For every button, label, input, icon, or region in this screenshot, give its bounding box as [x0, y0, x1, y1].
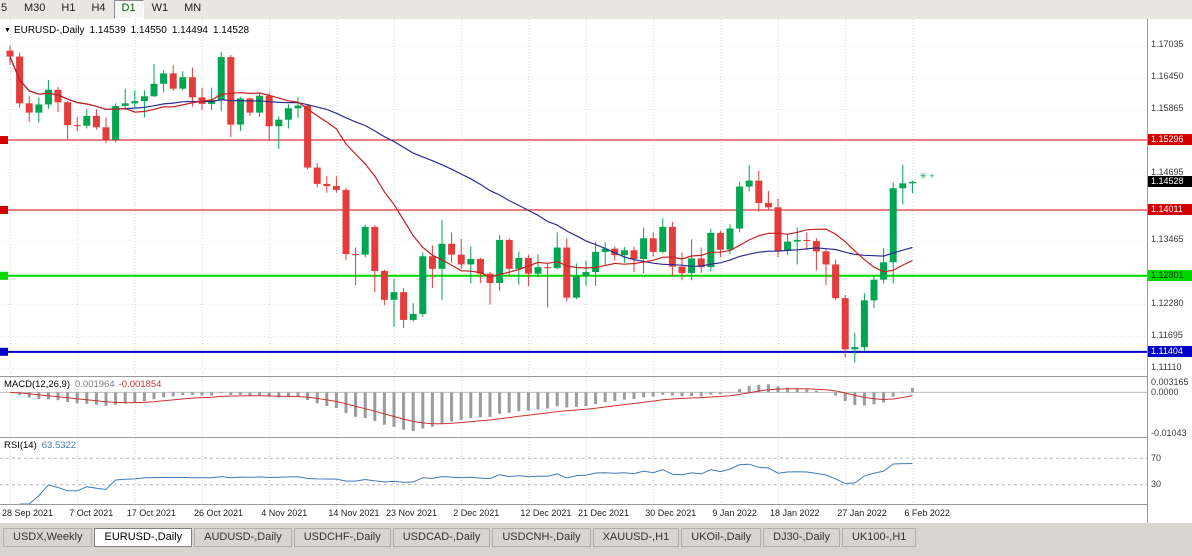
ohlc-high: 1.14550: [130, 25, 167, 36]
chart-tab-uk100-h1[interactable]: UK100-,H1: [841, 528, 917, 547]
chart-tab-usdcnh-daily[interactable]: USDCNH-,Daily: [492, 528, 591, 547]
macd-main-value: 0.001964: [75, 379, 115, 390]
chart-tab-xauusd-h1[interactable]: XAUUSD-,H1: [592, 528, 680, 547]
date-axis-label: 30 Dec 2021: [645, 508, 697, 518]
macd-canvas: [0, 377, 1147, 437]
chart-tab-usdchf-daily[interactable]: USDCHF-,Daily: [293, 528, 391, 547]
hline-left-tag: [0, 205, 8, 214]
price-axis[interactable]: 1.17035 1.16450 1.15865 1.15296 1.14695 1.145…: [1147, 19, 1192, 523]
ohlc-open: 1.14539: [89, 25, 126, 36]
price-tag-1.14011: 1.14011: [1148, 203, 1192, 215]
date-axis-label: 27 Jan 2022: [837, 508, 887, 518]
chart-tab-audusd-daily[interactable]: AUDUSD-,Daily: [194, 528, 292, 547]
macd-signal-value: -0.001854: [118, 379, 162, 390]
rsi-name: RSI(14): [4, 440, 37, 451]
chart-object-markers: ✳ +: [919, 171, 934, 181]
date-axis-label: 14 Nov 2021: [328, 508, 380, 518]
timeframe-button-mn[interactable]: MN: [184, 2, 202, 14]
rsi-axis-label: 70: [1151, 452, 1162, 463]
price-chart-pane[interactable]: ✳ + ▼ EURUSD-,Daily 1.14539 1.14550 1.14494 1…: [0, 19, 1147, 377]
rsi-canvas: [0, 438, 1147, 504]
chart-symbol-period: EURUSD-,Daily: [13, 25, 85, 36]
timeframe-button-h4[interactable]: H4: [91, 2, 106, 14]
date-axis-label: 6 Feb 2022: [904, 508, 950, 518]
price-tag-1.14528: 1.14528: [1148, 175, 1192, 187]
date-axis-label: 21 Dec 2021: [578, 508, 630, 518]
candles: [6, 45, 916, 363]
date-axis-label: 26 Oct 2021: [194, 508, 244, 518]
macd-panel[interactable]: MACD(12,26,9) 0.001964 -0.001854: [0, 377, 1147, 438]
rsi-label: RSI(14) 63.5322: [4, 440, 76, 451]
date-axis-label: 2 Dec 2021: [453, 508, 500, 518]
hline-left-tag: [0, 271, 8, 280]
timeframe-button-5[interactable]: 5: [1, 2, 8, 14]
price-axis-label: 1.13465: [1151, 233, 1184, 244]
chart-tab-bar: USDX,Weekly EURUSD-,Daily AUDUSD-,Daily USD…: [0, 523, 1192, 556]
price-axis-label: 1.12280: [1151, 298, 1184, 309]
chart-tab-usdcad-daily[interactable]: USDCAD-,Daily: [392, 528, 491, 547]
price-tag-1.11404: 1.11404: [1148, 345, 1192, 357]
timeframe-toolbar: 5 M30 H1 H4 D1 W1 MN: [0, 0, 1192, 20]
ohlc-close: 1.14528: [212, 25, 250, 36]
macd-signal-line: [9, 388, 913, 425]
macd-axis-label: 0.0000: [1151, 387, 1179, 398]
time-axis[interactable]: 28 Sep 2021 7 Oct 2021 17 Oct 2021 26 Oct 2…: [0, 505, 1147, 524]
macd-axis-label: 0.003165: [1151, 377, 1189, 387]
hline-left-tag: [0, 136, 8, 145]
date-axis-label: 12 Dec 2021: [520, 508, 572, 518]
price-axis-label: 1.17035: [1151, 39, 1184, 50]
price-axis-label: 1.15865: [1151, 103, 1184, 114]
rsi-axis-label: 30: [1151, 479, 1162, 490]
date-axis-label: 17 Oct 2021: [126, 508, 176, 518]
rsi-panel[interactable]: RSI(14) 63.5322: [0, 438, 1147, 505]
price-chart-canvas[interactable]: ✳ +: [0, 19, 1147, 376]
ma-slow-line: [9, 56, 913, 267]
ma-fast-line: [9, 56, 913, 278]
date-axis-label: 9 Jan 2022: [712, 508, 757, 518]
chart-tabs: USDX,Weekly EURUSD-,Daily AUDUSD-,Daily USD…: [3, 528, 1192, 547]
hline-left-tag: [0, 347, 8, 356]
rsi-line: [19, 463, 913, 504]
timeframe-button-w1[interactable]: W1: [151, 2, 169, 14]
timeframe-button-h1[interactable]: H1: [61, 2, 76, 14]
macd-axis-label: -0.01043: [1151, 427, 1187, 438]
date-axis-label: 18 Jan 2022: [770, 508, 820, 518]
price-axis-label: 1.11110: [1151, 361, 1182, 372]
date-axis-label: 28 Sep 2021: [2, 508, 54, 518]
macd-histogram: [18, 384, 914, 432]
chart-symbol-label: ▼ EURUSD-,Daily 1.14539 1.14550 1.14494 1.145…: [4, 25, 249, 36]
rsi-value: 63.5322: [41, 440, 77, 451]
price-axis-label: 1.11695: [1151, 330, 1183, 340]
timeframe-button-m30[interactable]: M30: [24, 2, 46, 14]
macd-name: MACD(12,26,9): [4, 379, 70, 390]
price-axis-label: 1.14695: [1151, 166, 1184, 177]
chart-tab-ukoil-daily[interactable]: UKOil-,Daily: [681, 528, 762, 547]
date-axis-label: 7 Oct 2021: [69, 508, 114, 518]
chart-tab-eurusd-daily[interactable]: EURUSD-,Daily: [94, 528, 193, 547]
chart-tab-dj30-daily[interactable]: DJ30-,Daily: [763, 528, 840, 547]
date-axis-label: 23 Nov 2021: [386, 508, 438, 518]
price-tag-1.15296: 1.15296: [1148, 134, 1192, 146]
timeframe-button-d1[interactable]: D1: [113, 0, 144, 19]
ohlc-low: 1.14494: [171, 25, 208, 36]
date-axis-label: 4 Nov 2021: [261, 508, 308, 518]
chart-shift-icon: ▼: [4, 27, 11, 34]
price-axis-label: 1.16450: [1151, 71, 1184, 82]
price-tag-1.12801: 1.12801: [1148, 269, 1192, 281]
macd-label: MACD(12,26,9) 0.001964 -0.001854: [4, 379, 161, 390]
chart-tab-usdx-weekly[interactable]: USDX,Weekly: [3, 528, 93, 547]
